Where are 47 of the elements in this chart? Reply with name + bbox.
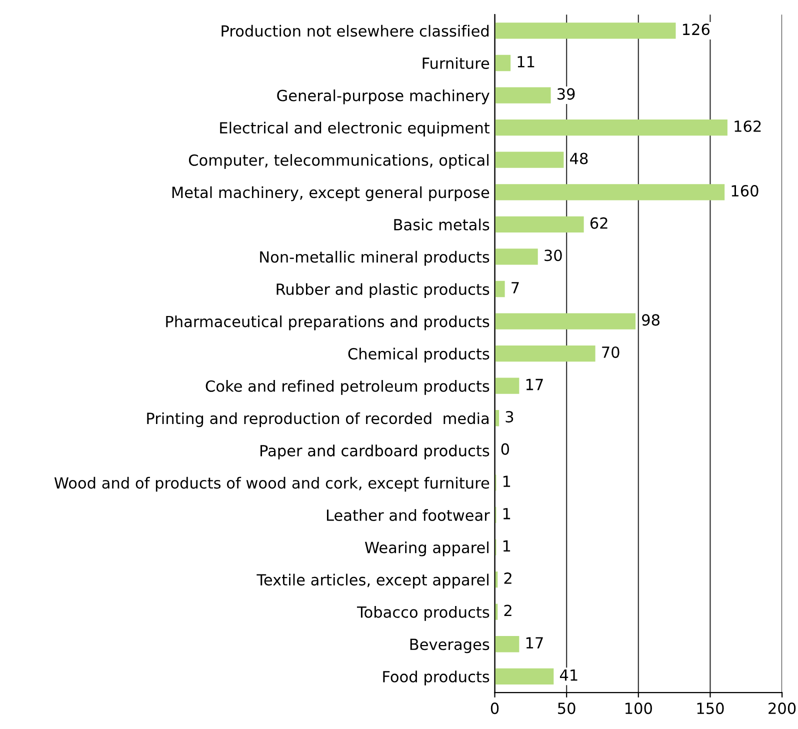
data-label: 30 (544, 250, 562, 262)
data-label: 98 (642, 314, 660, 326)
y-tick-label: Production not elsewhere classified (222, 24, 489, 37)
data-label: 0 (501, 443, 510, 455)
y-tick-label: Tobacco products (356, 606, 490, 621)
y-tick-label: Basic metals (394, 218, 490, 230)
data-label: 162 (734, 120, 761, 132)
y-tick-label: Pharmaceutical preparations and products (166, 315, 490, 330)
data-label: 3 (506, 411, 514, 423)
y-tick-label: General-purpose machinery (277, 89, 490, 104)
data-label: 1 (503, 476, 510, 487)
y-tick-label: Rubber and plastic products (276, 283, 490, 298)
data-label: 1 (503, 540, 510, 552)
data-label: 70 (602, 346, 620, 358)
data-label: 7 (512, 282, 519, 294)
y-tick-label: Wood and of products of wood and cork, except furniture (54, 476, 490, 492)
y-tick-label: Paper and cardboard products (260, 444, 490, 460)
data-label: 126 (682, 24, 710, 36)
y-tick-label: Food products (383, 670, 490, 686)
y-tick-label: Textile articles, except apparel (256, 574, 488, 589)
x-tick-label: 150 (697, 702, 724, 714)
x-tick-label: 100 (625, 702, 652, 714)
y-tick-label: Electrical and electronic equipment (220, 122, 490, 137)
y-tick-label: Computer, telecommunications, optical (188, 154, 488, 169)
y-tick-label: Non-metallic mineral products (260, 250, 490, 266)
y-tick-label: Furniture (422, 57, 490, 70)
x-tick-label: 200 (768, 702, 796, 714)
x-tick-label: 0 (490, 702, 499, 714)
y-tick-label: Leather and footwear (326, 509, 490, 522)
x-tick-label: 50 (558, 702, 576, 714)
data-label: 48 (570, 152, 588, 164)
data-label: 160 (732, 185, 758, 197)
data-label: 62 (590, 217, 608, 229)
data-label: 17 (526, 637, 543, 648)
data-label: 39 (558, 88, 575, 100)
y-tick-label: Chemical products (348, 348, 490, 363)
y-tick-label: Wearing apparel (364, 541, 488, 556)
y-tick-label: Coke and refined petroleum products (206, 380, 490, 395)
data-label: 2 (504, 572, 512, 584)
data-label: 1 (503, 508, 510, 520)
data-label: 2 (504, 604, 512, 616)
data-label: 41 (560, 669, 578, 681)
data-label: 11 (518, 56, 534, 68)
y-tick-label: Metal machinery, except general purpose (172, 186, 490, 202)
data-label: 17 (526, 378, 543, 390)
y-tick-label: Printing and reproduction of recorded media (147, 412, 489, 428)
y-tick-label: Beverages (410, 638, 490, 654)
